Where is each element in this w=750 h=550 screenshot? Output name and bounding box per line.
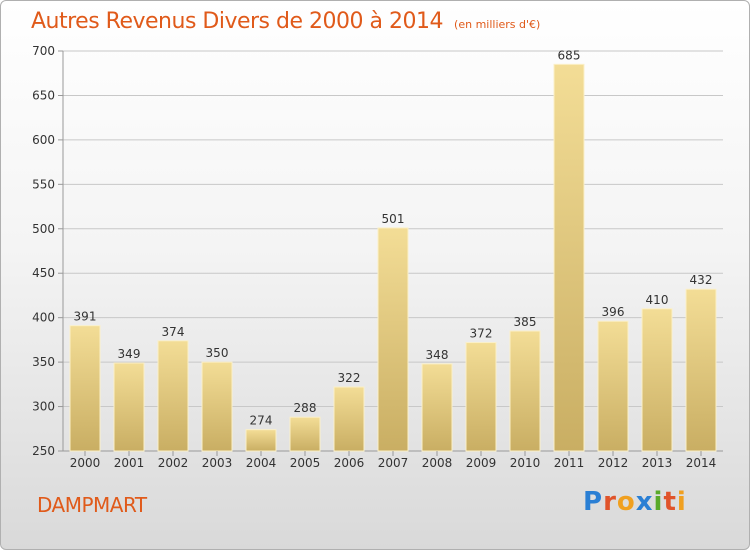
logo-letter: x	[635, 487, 654, 517]
y-tick-label: 700	[32, 44, 55, 58]
y-tick-label: 550	[32, 177, 55, 191]
bar	[113, 362, 145, 452]
y-tick-label: 650	[32, 88, 55, 102]
x-tick-label: 2013	[642, 456, 673, 470]
bar-value-label: 396	[602, 305, 625, 319]
bar-value-label: 374	[162, 325, 185, 339]
y-tick-label: 300	[32, 400, 55, 414]
bar	[201, 361, 233, 452]
x-tick-label: 2007	[378, 456, 409, 470]
x-tick-label: 2012	[598, 456, 629, 470]
bar	[553, 63, 585, 452]
bar-value-label: 432	[690, 273, 713, 287]
logo-letter: o	[616, 487, 636, 517]
bar-value-label: 685	[558, 48, 581, 62]
x-tick-label: 2006	[334, 456, 365, 470]
bar-value-label: 410	[646, 293, 669, 307]
bar	[333, 386, 365, 452]
x-tick-label: 2010	[510, 456, 541, 470]
x-tick-label: 2000	[70, 456, 101, 470]
bar-value-label: 349	[118, 347, 141, 361]
bar-value-label: 274	[250, 414, 273, 428]
bar	[377, 227, 409, 452]
y-tick-label: 500	[32, 222, 55, 236]
bar	[421, 363, 453, 452]
x-tick-label: 2005	[290, 456, 321, 470]
bar-value-label: 348	[426, 348, 449, 362]
proxiti-logo: Proxiti	[583, 487, 687, 517]
logo-letter: i	[653, 487, 664, 517]
x-tick-label: 2004	[246, 456, 277, 470]
logo-letter: i	[676, 487, 687, 517]
bar-value-label: 391	[74, 310, 97, 324]
x-tick-label: 2002	[158, 456, 189, 470]
x-tick-label: 2008	[422, 456, 453, 470]
commune-name: DAMPMART	[37, 493, 147, 517]
y-tick-label: 600	[32, 133, 55, 147]
y-tick-label: 400	[32, 311, 55, 325]
bar-value-label: 372	[470, 327, 493, 341]
x-tick-label: 2001	[114, 456, 145, 470]
bar	[641, 308, 673, 452]
y-tick-label: 250	[32, 444, 55, 458]
bar-value-label: 322	[338, 371, 361, 385]
y-tick-label: 450	[32, 266, 55, 280]
logo-letter: r	[603, 487, 617, 517]
x-tick-label: 2009	[466, 456, 497, 470]
bar-value-label: 350	[206, 346, 229, 360]
bar	[465, 342, 497, 452]
bar	[69, 325, 101, 452]
bar	[685, 288, 717, 452]
bar-value-label: 288	[294, 401, 317, 415]
bar-value-label: 501	[382, 212, 405, 226]
x-tick-label: 2014	[686, 456, 717, 470]
logo-letter: P	[583, 487, 604, 517]
bar	[289, 416, 321, 452]
chart-subtitle: (en milliers d'€)	[454, 18, 541, 31]
bar-value-label: 385	[514, 315, 537, 329]
x-tick-label: 2011	[554, 456, 585, 470]
chart-header: Autres Revenus Divers de 2000 à 2014 (en…	[31, 9, 540, 34]
y-tick-label: 350	[32, 355, 55, 369]
chart-title: Autres Revenus Divers de 2000 à 2014	[31, 9, 443, 34]
x-tick-label: 2003	[202, 456, 233, 470]
bar	[597, 320, 629, 452]
logo-letter: t	[663, 487, 677, 517]
bar	[245, 429, 277, 452]
bar	[157, 340, 189, 452]
bar	[509, 330, 541, 452]
